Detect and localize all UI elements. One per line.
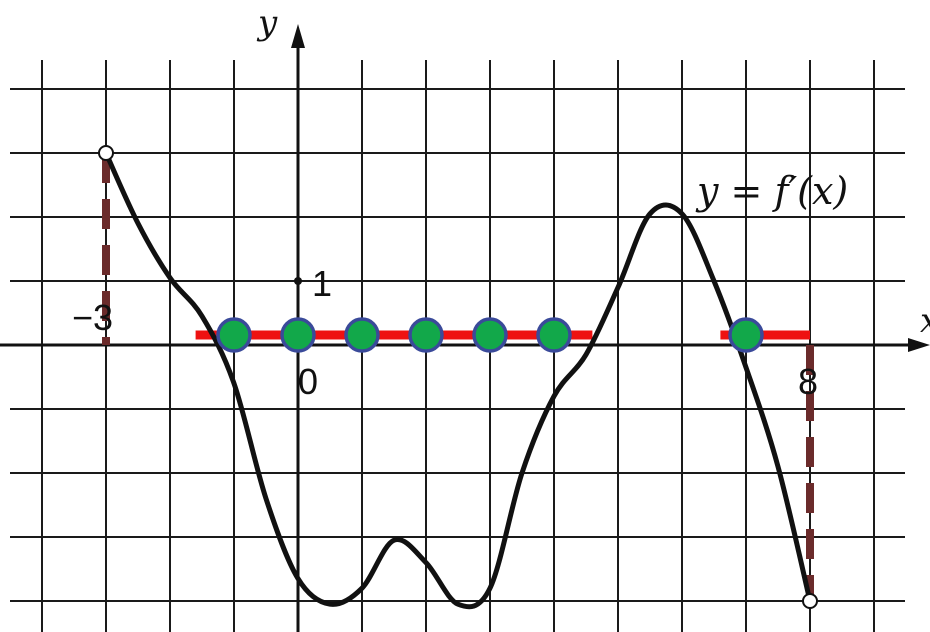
marked-point [344, 317, 380, 353]
x-axis-label: x [920, 301, 930, 341]
marked-point [472, 317, 508, 353]
marked-point [280, 317, 316, 353]
marked-point [216, 317, 252, 353]
marked-point [536, 317, 572, 353]
function-label: y = f′(x) [695, 169, 848, 213]
tick-mark-1 [294, 277, 302, 285]
axes [0, 24, 930, 632]
tick-label-8: 8 [798, 361, 818, 402]
tick-label-1: 1 [312, 263, 332, 304]
labels: y y = f′(x) −3 0 1 8 x [72, 3, 930, 402]
tick-label-0: 0 [298, 361, 318, 402]
y-axis-label: y [256, 3, 278, 43]
marked-point [728, 317, 764, 353]
y-axis-arrow-icon [291, 24, 305, 48]
derivative-curve [103, 151, 813, 610]
boundary-lines [102, 153, 814, 601]
marked-point [408, 317, 444, 353]
x-axis-arrow-icon [908, 338, 930, 352]
tick-label-neg3: −3 [72, 297, 113, 338]
open-endpoint-marker [98, 145, 114, 161]
open-endpoint-marker [802, 593, 818, 609]
curve-group [98, 145, 818, 610]
marked-points [216, 317, 764, 353]
